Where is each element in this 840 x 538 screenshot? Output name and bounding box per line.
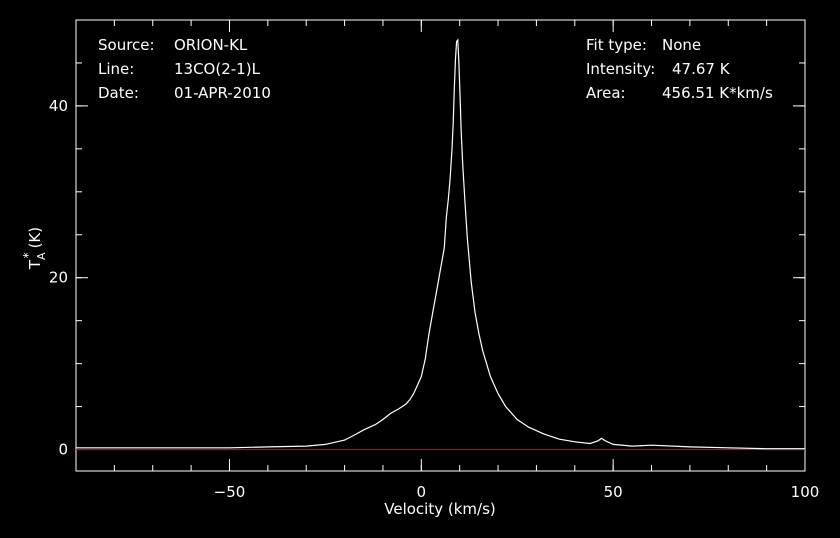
area-value: 456.51 K*km/s [662, 84, 773, 102]
x-tick-label: −50 [214, 483, 246, 501]
axis-tick-labels: −50 0 50 100 0 20 40 [49, 97, 819, 501]
x-axis-label: Velocity (km/s) [384, 500, 495, 518]
y-tick-label: 20 [49, 269, 68, 287]
y-axis-label-unit: (K) [26, 227, 44, 249]
area-label: Area: [586, 84, 626, 102]
x-tick-label: 50 [604, 483, 623, 501]
source-value: ORION-KL [174, 36, 248, 54]
source-label: Source: [98, 36, 155, 54]
axis-ticks [75, 19, 806, 471]
fit-type-label: Fit type: [586, 36, 647, 54]
y-axis-label-sub: A [35, 252, 48, 260]
y-axis-label-main: T [26, 259, 44, 270]
intensity-value: 47.67 K [672, 60, 731, 78]
y-axis-label-sup: * [21, 252, 35, 258]
svg-text:TA*(K): TA* (K) [21, 227, 48, 270]
y-tick-label: 0 [58, 441, 68, 459]
spectrum-line [76, 38, 805, 450]
x-tick-label: 100 [791, 483, 820, 501]
intensity-label: Intensity: [586, 60, 655, 78]
y-axis-label: TA* (K) [21, 227, 48, 270]
fit-type-value: None [662, 36, 701, 54]
y-tick-label: 40 [49, 97, 68, 115]
date-label: Date: [98, 84, 139, 102]
plot-frame [75, 19, 806, 472]
line-value: 13CO(2-1)L [174, 60, 261, 78]
x-tick-label: 0 [417, 483, 427, 501]
date-value: 01-APR-2010 [174, 84, 271, 102]
line-label: Line: [98, 60, 134, 78]
